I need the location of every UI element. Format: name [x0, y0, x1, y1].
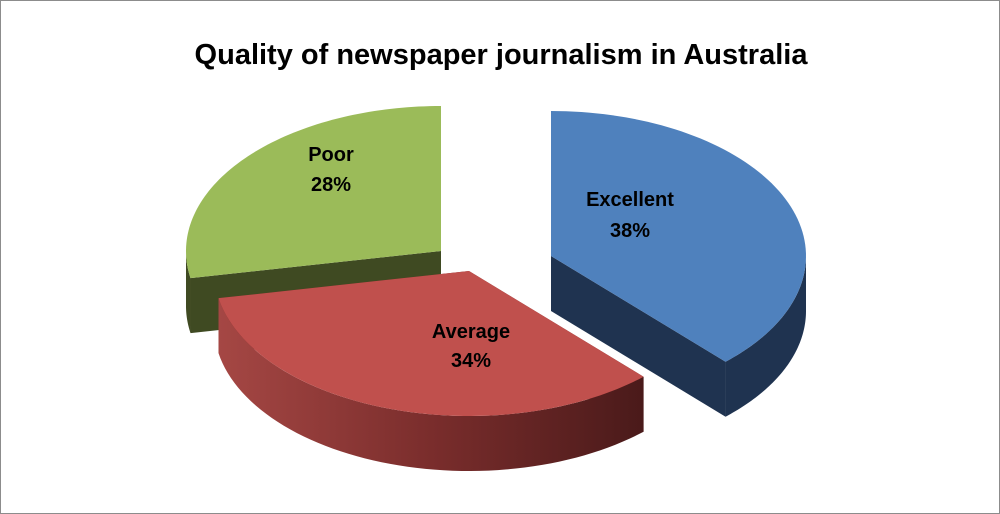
label-average: Average 34% [432, 321, 510, 372]
slice-excellent-top [551, 111, 806, 362]
label-average-pct: 34% [451, 350, 491, 372]
chart-title: Quality of newspaper journalism in Austr… [195, 39, 809, 71]
slice-poor-top [186, 106, 441, 279]
slice-average-outer-wall [218, 298, 644, 471]
slice-average [218, 271, 644, 471]
slice-excellent-radial-wall [551, 256, 726, 417]
slice-excellent-outer-wall [725, 256, 806, 417]
slice-excellent [551, 111, 806, 417]
label-poor: Poor 28% [308, 144, 354, 196]
label-average-name: Average [432, 321, 510, 343]
slices [186, 106, 806, 471]
label-poor-pct: 28% [311, 174, 351, 196]
label-excellent-name: Excellent [586, 189, 674, 211]
slice-poor-outer-wall [186, 251, 191, 334]
label-excellent: Excellent 38% [586, 189, 674, 242]
label-excellent-pct: 38% [610, 220, 650, 242]
slice-average-top [218, 271, 644, 416]
label-poor-name: Poor [308, 144, 354, 166]
